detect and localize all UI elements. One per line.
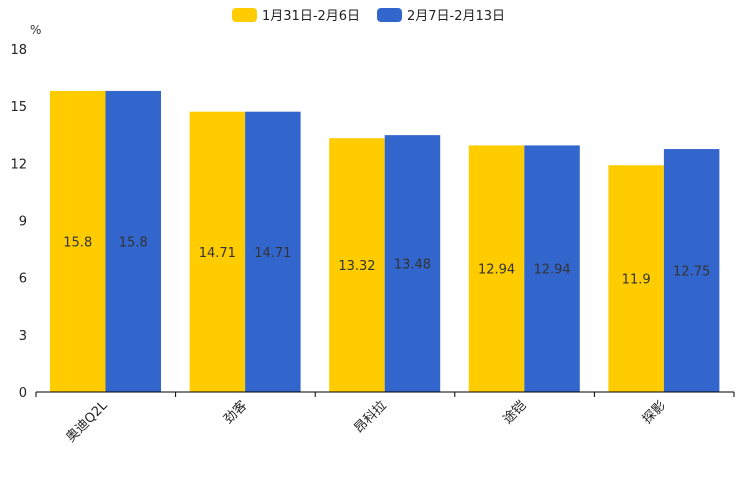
- data-label: 11.9: [622, 273, 651, 288]
- y-tick-label: 12: [10, 157, 27, 172]
- x-axis: 奥迪Q2L 劲客 昂科拉 途铠 探影: [35, 391, 735, 446]
- y-tick-label: 0: [19, 386, 27, 401]
- data-label: 12.75: [673, 265, 710, 280]
- y-tick-label: 18: [10, 43, 27, 58]
- x-tick-label: 昂科拉: [352, 398, 390, 436]
- bar: [105, 90, 161, 392]
- x-tick-label: 奥迪Q2L: [63, 398, 111, 446]
- data-label: 12.94: [478, 263, 515, 278]
- y-axis: 0 3 6 9 12 15 18: [10, 43, 27, 401]
- data-label: 12.94: [533, 263, 570, 278]
- data-label: 13.48: [394, 258, 431, 273]
- data-label: 14.71: [199, 246, 236, 261]
- bar: [245, 111, 301, 392]
- data-label: 15.8: [63, 235, 92, 250]
- bar: [663, 149, 720, 392]
- y-tick-label: 6: [19, 272, 27, 287]
- x-tick-label: 探影: [640, 398, 669, 427]
- bar: [608, 165, 664, 392]
- bar: [189, 111, 246, 392]
- data-label: 15.8: [119, 235, 148, 250]
- bar: [329, 138, 385, 392]
- legend-label[interactable]: 1月31日-2月6日: [262, 9, 360, 24]
- x-tick-label: 劲客: [221, 398, 251, 428]
- legend-swatch: [377, 8, 402, 22]
- data-label: 13.32: [338, 259, 375, 274]
- bars: 15.8 14.71 13.32 12.94 11.9 15.8 14.71 13.48 12.…: [50, 90, 720, 392]
- y-tick-label: 15: [10, 100, 27, 115]
- bar: [468, 145, 525, 392]
- data-label: 14.71: [254, 246, 291, 261]
- bar: [50, 90, 106, 392]
- x-tick-label: 途铠: [500, 398, 530, 428]
- y-axis-label: %: [30, 23, 41, 37]
- bar: [384, 135, 441, 392]
- y-tick-label: 3: [19, 329, 27, 344]
- legend-label[interactable]: 2月7日-2月13日: [407, 9, 505, 24]
- bar: [524, 145, 580, 392]
- legend-swatch: [232, 8, 257, 22]
- y-tick-label: 9: [19, 215, 27, 230]
- legend: 1月31日-2月6日 2月7日-2月13日: [232, 8, 505, 24]
